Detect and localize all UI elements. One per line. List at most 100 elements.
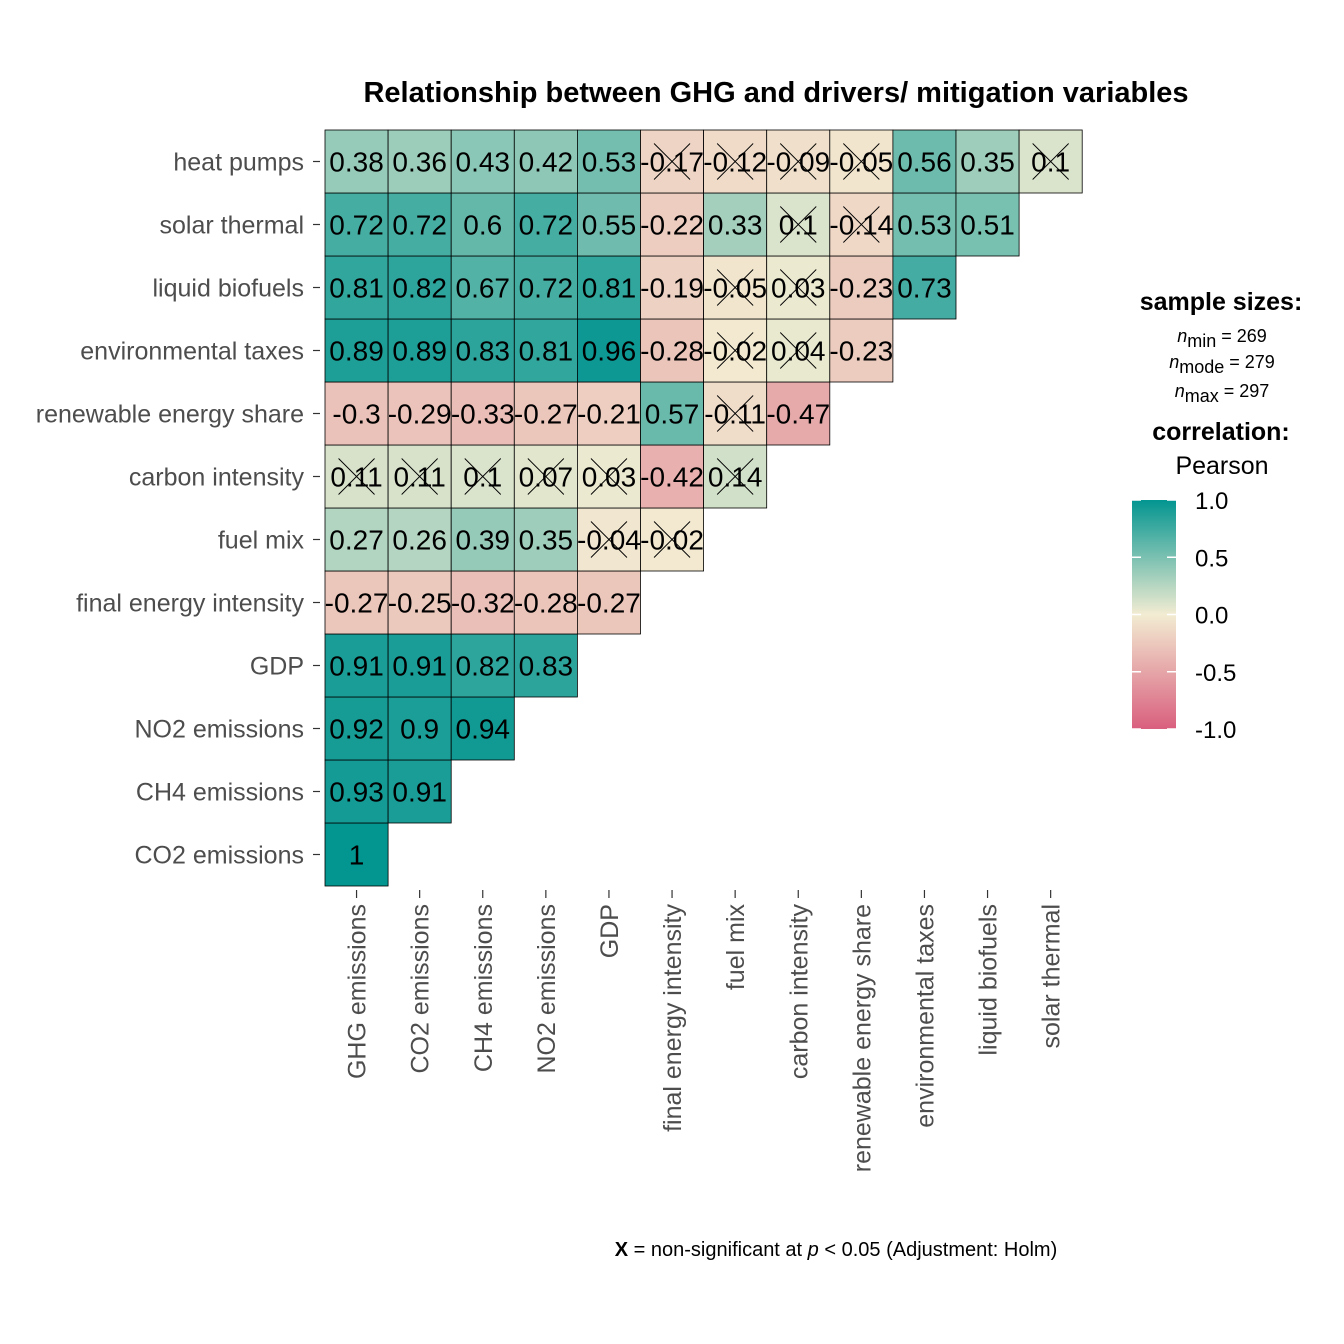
heatmap-cell — [324, 381, 389, 446]
cell-label: 0.89 — [329, 336, 384, 367]
cell-label: 0.81 — [329, 273, 384, 304]
cell-label: -0.27 — [514, 399, 578, 430]
cell-label: 0.9 — [400, 714, 439, 745]
heatmap-cell — [829, 318, 894, 383]
cell-label: 0.83 — [456, 336, 511, 367]
cell-label: 0.42 — [519, 147, 574, 178]
heatmap-cell — [450, 192, 515, 257]
cell-label: 0.39 — [456, 525, 511, 556]
cell-label: 0.35 — [519, 525, 574, 556]
heatmap-cell — [892, 129, 957, 194]
x-tick-label: CH4 emissions — [470, 904, 498, 1072]
y-tick-label: final energy intensity — [76, 590, 304, 618]
heatmap-cell — [640, 318, 704, 383]
cell-label: 0.91 — [329, 651, 384, 682]
heatmap-cell — [703, 192, 768, 257]
cell-label: 0.72 — [519, 273, 574, 304]
x-tick-label: NO2 emissions — [533, 904, 561, 1074]
cell-label: -0.27 — [325, 588, 389, 619]
cell-label: 0.38 — [329, 147, 384, 178]
nonsig-mark — [716, 143, 754, 180]
heatmap-cell — [577, 255, 641, 320]
y-tick-label: renewable energy share — [36, 401, 304, 429]
legend-correlation-title: correlation: — [1152, 418, 1290, 446]
cell-label: 0.72 — [519, 210, 574, 241]
cell-label: -0.32 — [451, 588, 515, 619]
cell-label: -0.19 — [640, 273, 704, 304]
heatmap-cell — [324, 507, 389, 572]
cell-label: -0.33 — [451, 399, 515, 430]
cell-label: -0.22 — [640, 210, 704, 241]
heatmap-cell — [640, 444, 704, 509]
cell-label: -0.3 — [332, 399, 380, 430]
x-tick-label: carbon intensity — [785, 904, 813, 1080]
x-tick-label: final energy intensity — [659, 904, 687, 1132]
heatmap-cell — [513, 192, 578, 257]
cell-label: -0.28 — [640, 336, 704, 367]
cell-label: 0.53 — [897, 210, 952, 241]
heatmap-cell — [324, 696, 389, 761]
cell-label: 0.26 — [392, 525, 447, 556]
heatmap-cell — [955, 192, 1020, 257]
heatmap-cell — [766, 381, 831, 446]
cell-label: 0.27 — [329, 525, 384, 556]
legend-n-max: nmax = 297 — [1175, 381, 1270, 406]
y-tick-label: CH4 emissions — [136, 779, 304, 807]
nonsig-mark — [1032, 143, 1069, 180]
heatmap-cell — [387, 507, 452, 572]
cell-label: 0.92 — [329, 714, 384, 745]
heatmap-cell — [387, 570, 452, 635]
y-tick-label: GDP — [250, 653, 304, 681]
heatmap-cell — [387, 255, 452, 320]
heatmap-cell — [513, 129, 578, 194]
nonsig-mark — [464, 458, 502, 495]
legend: sample sizes: nmin = 269 nmode = 279 nma… — [1132, 288, 1302, 744]
cell-label: -0.42 — [640, 462, 704, 493]
cell-label: 0.96 — [582, 336, 637, 367]
cell-label: -0.47 — [766, 399, 830, 430]
chart-title: Relationship between GHG and drivers/ mi… — [363, 77, 1188, 109]
cell-label: 0.89 — [392, 336, 447, 367]
cell-label: 0.83 — [519, 651, 574, 682]
heatmap-cell — [513, 255, 578, 320]
y-tick-label: liquid biofuels — [153, 275, 305, 303]
x-tick-label: GDP — [596, 904, 624, 958]
nonsig-mark — [843, 206, 880, 243]
heatmap-cell — [513, 507, 578, 572]
x-axis-labels: GHG emissions CO2 emissions CH4 emissions N… — [344, 890, 1066, 1172]
heatmap-cell — [324, 192, 389, 257]
heatmap-cell — [577, 570, 641, 635]
cell-label: 0.81 — [582, 273, 637, 304]
cell-label: -0.25 — [388, 588, 452, 619]
cell-label: 0.6 — [463, 210, 502, 241]
legend-correlation-method: Pearson — [1175, 452, 1268, 480]
heatmap-cell — [450, 255, 515, 320]
heatmap-cell — [387, 633, 452, 698]
cell-label: 0.56 — [897, 147, 952, 178]
cell-label: 0.91 — [392, 651, 447, 682]
legend-ticks: 1.0 0.5 0.0 -0.5 -1.0 — [1132, 488, 1236, 744]
cell-label: -0.21 — [577, 399, 641, 430]
cell-label: 0.36 — [392, 147, 447, 178]
y-tick-label: NO2 emissions — [135, 716, 305, 744]
nonsig-mark — [779, 269, 817, 306]
heatmap-cell — [450, 129, 515, 194]
cell-label: 0.94 — [456, 714, 511, 745]
cell-label: 0.72 — [329, 210, 384, 241]
caption: X = non-significant at p < 0.05 (Adjustm… — [615, 1239, 1057, 1261]
heatmap-cell — [450, 633, 515, 698]
legend-n-mode: nmode = 279 — [1169, 352, 1275, 377]
cell-label: 0.72 — [392, 210, 447, 241]
colorbar-tick-label: 0.5 — [1195, 545, 1228, 572]
heatmap-cell — [324, 633, 389, 698]
cell-label: -0.27 — [577, 588, 641, 619]
x-tick-label: liquid biofuels — [975, 904, 1003, 1056]
heatmap-cell — [450, 696, 515, 761]
heatmap-cell — [387, 129, 452, 194]
y-tick-label: CO2 emissions — [135, 842, 305, 870]
nonsig-mark — [779, 206, 817, 243]
y-tick-label: heat pumps — [173, 149, 304, 177]
heatmap-cell — [324, 129, 389, 194]
heatmap-cell — [324, 822, 389, 887]
heatmap-cell — [577, 192, 641, 257]
